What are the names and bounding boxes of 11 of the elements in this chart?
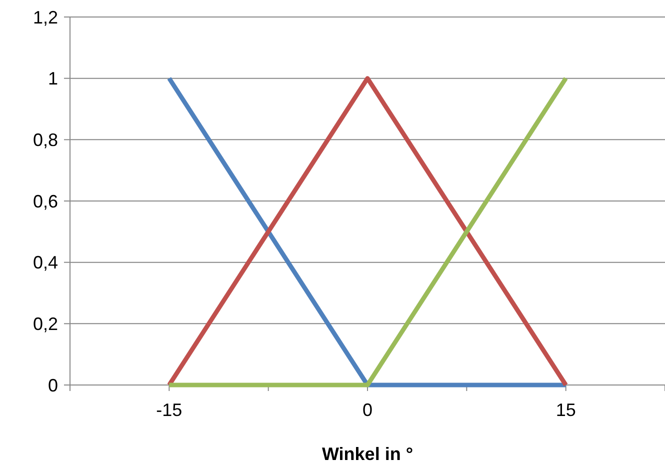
y-tick-label: 0,6 [32, 191, 58, 212]
x-tick-label: -15 [156, 400, 182, 420]
y-tick-label: 1 [48, 68, 58, 89]
y-tick-label: 0,8 [32, 130, 58, 150]
y-tick-label: 1,2 [32, 7, 58, 28]
x-tick-label: 0 [362, 400, 373, 420]
x-axis-title: Winkel in ° [322, 444, 414, 464]
y-tick-label: 0,2 [32, 314, 58, 334]
y-tick-label: 0,4 [32, 252, 58, 273]
y-tick-label: 0 [48, 375, 58, 396]
x-tick-label: 15 [556, 400, 576, 420]
